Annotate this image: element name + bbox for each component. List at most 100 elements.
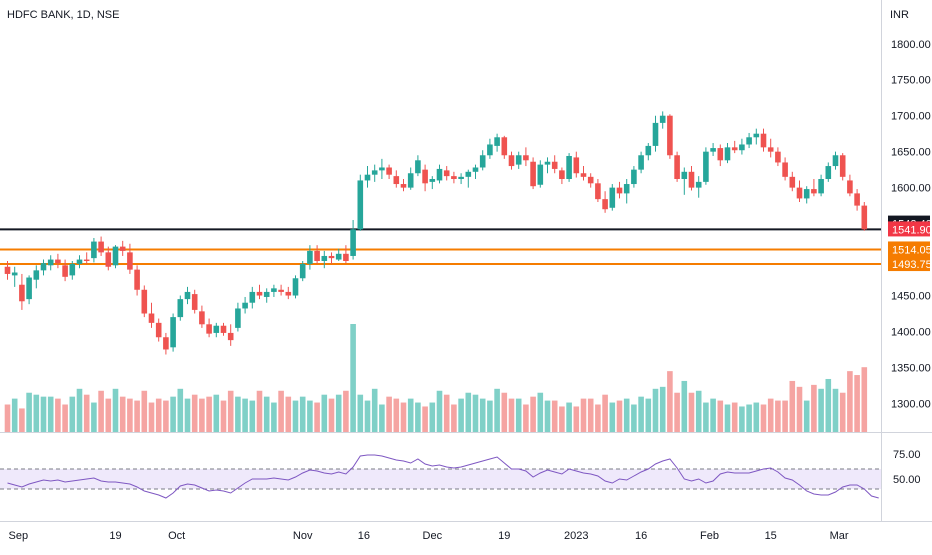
candle-body[interactable] xyxy=(220,325,227,333)
candle-body[interactable] xyxy=(83,259,90,261)
candle-body[interactable] xyxy=(515,155,522,165)
candle-body[interactable] xyxy=(638,155,644,170)
candle-body[interactable] xyxy=(854,193,860,206)
candle-body[interactable] xyxy=(724,147,731,161)
candle-body[interactable] xyxy=(674,155,680,179)
candle-body[interactable] xyxy=(335,253,342,260)
candle-body[interactable] xyxy=(494,137,500,146)
candle-body[interactable] xyxy=(631,169,637,185)
candle-body[interactable] xyxy=(782,162,788,177)
candle-body[interactable] xyxy=(357,180,364,230)
candle-body[interactable] xyxy=(746,137,752,145)
candle-body[interactable] xyxy=(263,291,270,297)
candle-body[interactable] xyxy=(98,241,104,253)
candle-body[interactable] xyxy=(573,157,580,174)
candle-body[interactable] xyxy=(47,259,54,266)
candle-body[interactable] xyxy=(595,183,601,200)
candle-body[interactable] xyxy=(861,205,868,230)
candle-body[interactable] xyxy=(415,160,421,174)
candle-body[interactable] xyxy=(760,133,767,148)
candle-body[interactable] xyxy=(393,176,400,185)
candle-body[interactable] xyxy=(739,144,745,151)
candle-body[interactable] xyxy=(523,155,529,161)
candle-body[interactable] xyxy=(4,266,11,274)
candle-body[interactable] xyxy=(184,291,191,300)
candle-body[interactable] xyxy=(328,255,335,259)
candle-body[interactable] xyxy=(602,199,608,210)
candle-body[interactable] xyxy=(803,189,810,199)
candle-body[interactable] xyxy=(544,161,551,165)
candle-body[interactable] xyxy=(587,176,594,184)
candle-body[interactable] xyxy=(11,272,18,276)
candle-body[interactable] xyxy=(278,289,284,292)
candle-body[interactable] xyxy=(141,289,148,314)
candle-body[interactable] xyxy=(386,167,392,175)
candle-body[interactable] xyxy=(609,187,616,208)
candle-body[interactable] xyxy=(19,284,25,302)
candle-body[interactable] xyxy=(422,169,428,184)
candle-body[interactable] xyxy=(314,250,320,261)
candle-body[interactable] xyxy=(847,180,853,194)
candle-body[interactable] xyxy=(451,176,457,179)
candle-body[interactable] xyxy=(652,122,659,146)
candle-body[interactable] xyxy=(775,151,781,163)
candle-body[interactable] xyxy=(839,155,846,177)
candle-body[interactable] xyxy=(26,277,32,300)
candle-body[interactable] xyxy=(379,167,385,171)
candle-body[interactable] xyxy=(321,255,328,261)
candle-body[interactable] xyxy=(271,288,277,292)
candle-body[interactable] xyxy=(667,115,673,156)
candle-body[interactable] xyxy=(299,263,306,279)
candle-body[interactable] xyxy=(753,133,760,138)
candle-body[interactable] xyxy=(40,263,47,271)
candle-body[interactable] xyxy=(825,166,832,179)
candle-body[interactable] xyxy=(767,147,774,152)
candle-body[interactable] xyxy=(465,171,472,177)
candle-body[interactable] xyxy=(659,115,666,123)
candle-body[interactable] xyxy=(717,148,724,161)
candle-body[interactable] xyxy=(811,189,817,194)
candle-body[interactable] xyxy=(148,313,155,323)
candle-body[interactable] xyxy=(69,263,76,276)
candle-body[interactable] xyxy=(487,144,493,156)
candle-body[interactable] xyxy=(796,187,803,199)
candle-body[interactable] xyxy=(429,179,436,182)
candle-body[interactable] xyxy=(537,164,544,185)
candle-body[interactable] xyxy=(343,253,349,261)
candle-body[interactable] xyxy=(472,167,479,172)
candle-body[interactable] xyxy=(371,170,378,175)
candle-body[interactable] xyxy=(134,269,140,290)
candle-body[interactable] xyxy=(62,265,68,277)
candle-body[interactable] xyxy=(818,179,824,194)
candle-body[interactable] xyxy=(551,161,558,169)
candle-body[interactable] xyxy=(501,137,508,156)
candle-body[interactable] xyxy=(458,176,464,179)
candle-body[interactable] xyxy=(580,173,587,177)
candle-body[interactable] xyxy=(566,155,572,179)
candle-body[interactable] xyxy=(91,241,97,259)
candle-body[interactable] xyxy=(55,259,61,264)
candle-body[interactable] xyxy=(832,155,839,167)
candle-body[interactable] xyxy=(479,155,486,168)
candle-body[interactable] xyxy=(350,229,356,256)
candle-body[interactable] xyxy=(213,325,220,333)
candle-body[interactable] xyxy=(623,184,630,194)
candle-body[interactable] xyxy=(127,252,133,270)
candle-body[interactable] xyxy=(530,161,536,187)
candle-body[interactable] xyxy=(242,302,248,309)
candle-body[interactable] xyxy=(163,337,169,350)
candle-body[interactable] xyxy=(177,299,184,318)
candle-body[interactable] xyxy=(235,308,241,328)
candle-body[interactable] xyxy=(285,291,292,296)
candle-body[interactable] xyxy=(508,155,515,167)
candle-body[interactable] xyxy=(155,322,162,338)
candle-body[interactable] xyxy=(76,259,83,264)
candle-body[interactable] xyxy=(119,246,126,251)
candle-body[interactable] xyxy=(645,145,652,156)
candle-body[interactable] xyxy=(191,294,198,310)
candle-body[interactable] xyxy=(112,246,119,266)
candle-body[interactable] xyxy=(249,291,256,303)
candle-body[interactable] xyxy=(688,171,695,188)
